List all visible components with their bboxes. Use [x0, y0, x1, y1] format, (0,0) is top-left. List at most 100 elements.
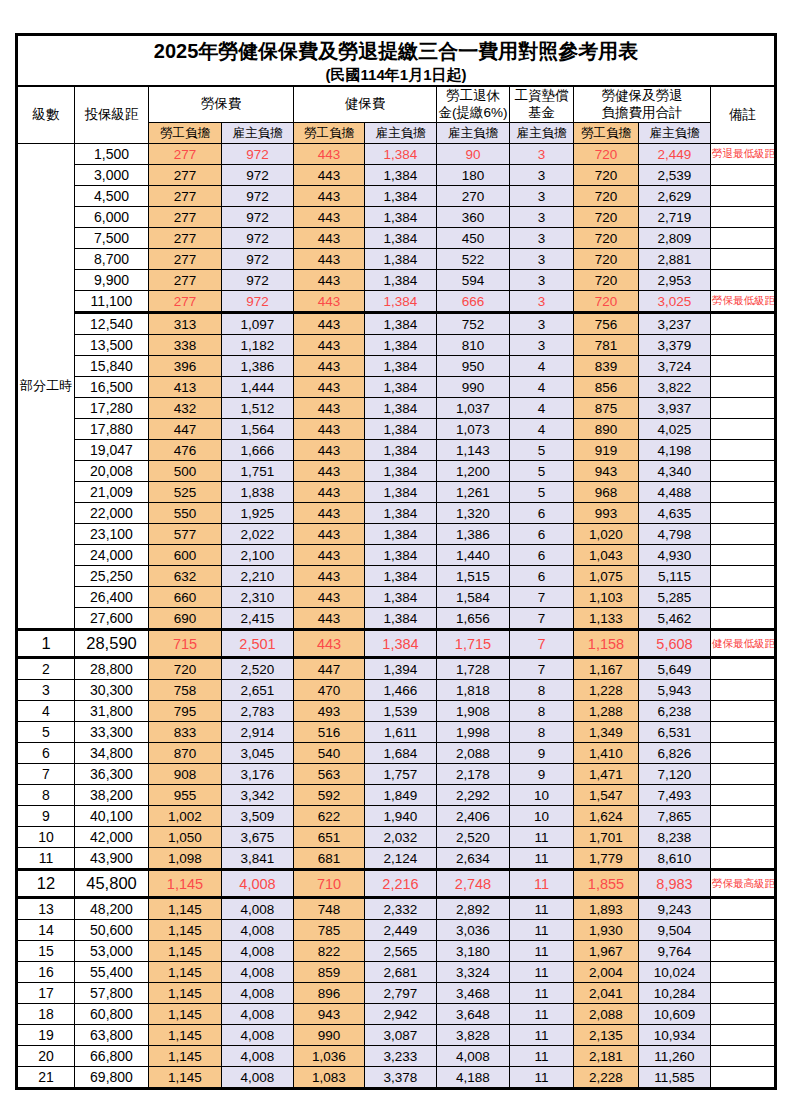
- cell-remark: [711, 941, 776, 962]
- cell-bracket: 66,800: [75, 1046, 149, 1067]
- cell-wage-fund-employer: 8: [510, 722, 574, 743]
- cell-total-employee: 1,043: [574, 545, 639, 566]
- cell-health-employee: 443: [294, 608, 365, 630]
- cell-pension-employer: 1,200: [437, 461, 510, 482]
- premium-reference-table: 2025年勞健保保費及勞退提繳三合一費用對照參考用表 (民國114年1月1日起)…: [15, 33, 777, 1090]
- cell-bracket: 25,250: [75, 566, 149, 587]
- cell-labor-employee: 277: [149, 270, 222, 291]
- cell-health-employer: 2,449: [365, 920, 437, 941]
- cell-total-employer: 5,462: [639, 608, 711, 630]
- cell-labor-employee: 600: [149, 545, 222, 566]
- cell-remark: [711, 920, 776, 941]
- cell-bracket: 27,600: [75, 608, 149, 630]
- cell-wage-fund-employer: 9: [510, 743, 574, 764]
- cell-labor-employer: 972: [222, 291, 294, 313]
- cell-labor-employer: 1,838: [222, 482, 294, 503]
- subheader-health-employer: 雇主負擔: [365, 123, 437, 144]
- cell-total-employer: 9,504: [639, 920, 711, 941]
- cell-total-employee: 1,967: [574, 941, 639, 962]
- cell-wage-fund-employer: 3: [510, 291, 574, 313]
- cell-labor-employer: 972: [222, 228, 294, 249]
- cell-pension-employer: 990: [437, 377, 510, 398]
- cell-bracket: 26,400: [75, 587, 149, 608]
- cell-wage-fund-employer: 4: [510, 377, 574, 398]
- cell-health-employer: 1,384: [365, 291, 437, 313]
- table-row: 23,1005772,0224431,3841,38661,0204,798: [17, 524, 776, 545]
- cell-health-employer: 2,216: [365, 870, 437, 898]
- cell-remark: [711, 524, 776, 545]
- cell-wage-fund-employer: 3: [510, 186, 574, 207]
- table-row: 21,0095251,8384431,3841,26159684,488: [17, 482, 776, 503]
- table-row: 1963,8001,1454,0089903,0873,828112,13510…: [17, 1025, 776, 1046]
- cell-bracket: 50,600: [75, 920, 149, 941]
- cell-health-employer: 2,942: [365, 1004, 437, 1025]
- table-row: 1655,4001,1454,0088592,6813,324112,00410…: [17, 962, 776, 983]
- cell-remark: 勞退最低級距: [711, 144, 776, 165]
- cell-total-employer: 7,493: [639, 785, 711, 806]
- subheader-labor-employer: 雇主負擔: [222, 123, 294, 144]
- cell-labor-employer: 972: [222, 207, 294, 228]
- cell-bracket: 7,500: [75, 228, 149, 249]
- cell-total-employee: 839: [574, 356, 639, 377]
- table-row: 4,5002779724431,38427037202,629: [17, 186, 776, 207]
- cell-wage-fund-employer: 11: [510, 962, 574, 983]
- cell-total-employee: 1,624: [574, 806, 639, 827]
- cell-wage-fund-employer: 3: [510, 228, 574, 249]
- header-row-groups: 級數 投保級距 勞保費 健保費 勞工退休 金(提繳6%) 工資墊償 基金 勞健保…: [17, 86, 776, 123]
- table-row: 17,8804471,5644431,3841,07348904,025: [17, 419, 776, 440]
- cell-labor-employee: 577: [149, 524, 222, 545]
- cell-bracket: 4,500: [75, 186, 149, 207]
- table-row: 533,3008332,9145161,6111,99881,3496,531: [17, 722, 776, 743]
- cell-health-employer: 2,681: [365, 962, 437, 983]
- cell-health-employee: 443: [294, 186, 365, 207]
- cell-remark: [711, 356, 776, 377]
- cell-pension-employer: 752: [437, 313, 510, 335]
- cell-total-employee: 1,855: [574, 870, 639, 898]
- cell-bracket: 55,400: [75, 962, 149, 983]
- cell-total-employer: 4,930: [639, 545, 711, 566]
- cell-health-employee: 443: [294, 461, 365, 482]
- cell-total-employer: 2,881: [639, 249, 711, 270]
- cell-total-employer: 3,822: [639, 377, 711, 398]
- cell-wage-fund-employer: 4: [510, 398, 574, 419]
- cell-total-employee: 1,133: [574, 608, 639, 630]
- cell-labor-employee: 908: [149, 764, 222, 785]
- cell-health-employee: 443: [294, 335, 365, 356]
- cell-health-employer: 1,611: [365, 722, 437, 743]
- table-body: 部分工時1,5002779724431,3849037202,449勞退最低級距…: [17, 144, 776, 1089]
- cell-health-employer: 1,384: [365, 377, 437, 398]
- cell-total-employee: 1,547: [574, 785, 639, 806]
- cell-remark: [711, 658, 776, 680]
- cell-bracket: 60,800: [75, 1004, 149, 1025]
- cell-wage-fund-employer: 7: [510, 630, 574, 658]
- cell-wage-fund-employer: 11: [510, 941, 574, 962]
- cell-wage-fund-employer: 3: [510, 207, 574, 228]
- cell-total-employee: 2,135: [574, 1025, 639, 1046]
- cell-remark: [711, 701, 776, 722]
- cell-health-employee: 563: [294, 764, 365, 785]
- cell-total-employee: 720: [574, 186, 639, 207]
- table-row: 1042,0001,0503,6756512,0322,520111,7018,…: [17, 827, 776, 848]
- cell-wage-fund-employer: 4: [510, 356, 574, 377]
- cell-labor-employee: 313: [149, 313, 222, 335]
- cell-pension-employer: 3,648: [437, 1004, 510, 1025]
- cell-bracket: 20,008: [75, 461, 149, 482]
- cell-pension-employer: 1,998: [437, 722, 510, 743]
- cell-labor-employee: 338: [149, 335, 222, 356]
- table-row: 6,0002779724431,38436037202,719: [17, 207, 776, 228]
- cell-level: 14: [17, 920, 75, 941]
- cell-total-employer: 8,983: [639, 870, 711, 898]
- table-row: 16,5004131,4444431,38499048563,822: [17, 377, 776, 398]
- table-row: 1860,8001,1454,0089432,9423,648112,08810…: [17, 1004, 776, 1025]
- cell-pension-employer: 810: [437, 335, 510, 356]
- cell-health-employer: 1,384: [365, 186, 437, 207]
- subheader-health-employee: 勞工負擔: [294, 123, 365, 144]
- cell-level: 8: [17, 785, 75, 806]
- cell-total-employee: 2,228: [574, 1067, 639, 1089]
- col-group-health-insurance: 健保費: [294, 86, 437, 123]
- table-row: 11,1002779724431,38466637203,025勞保最低級距: [17, 291, 776, 313]
- cell-wage-fund-employer: 6: [510, 545, 574, 566]
- cell-labor-employer: 4,008: [222, 962, 294, 983]
- cell-labor-employee: 277: [149, 249, 222, 270]
- cell-labor-employer: 1,386: [222, 356, 294, 377]
